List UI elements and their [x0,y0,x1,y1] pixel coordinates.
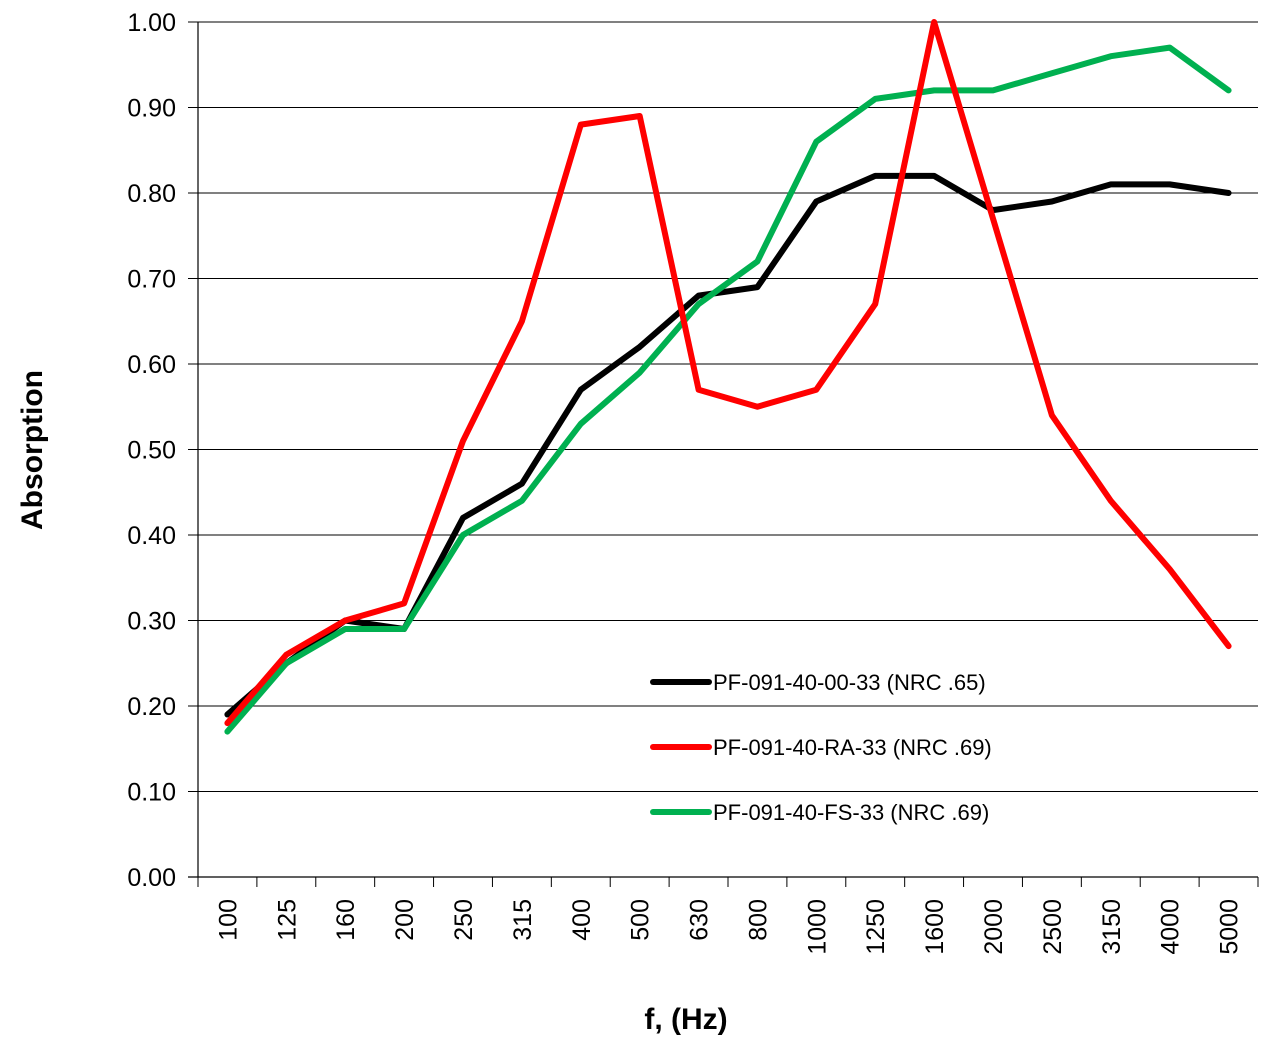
x-tick-label: 3150 [1098,899,1126,955]
series-line-3 [224,44,1232,735]
y-tick-labels: 0.00 0.10 0.20 0.30 0.40 0.50 0.60 0.70 0.80 0.90… [127,9,176,892]
x-tick-label: 2000 [980,899,1008,955]
y-tick-label: 0.20 [127,693,176,721]
y-tick-label: 0.90 [127,95,176,123]
x-tick-label: 630 [686,899,714,941]
legend-label: PF-091-40-RA-33 (NRC .69) [713,735,992,760]
x-tick-label: 315 [509,899,537,941]
x-tick-label: 500 [627,899,655,941]
y-tick-label: 0.60 [127,351,176,379]
series-line-2 [224,19,1232,727]
y-tick-label: 0.00 [127,864,176,892]
x-tick-label: 125 [273,899,301,941]
y-tick-label: 0.80 [127,180,176,208]
series-line-1 [224,172,1232,718]
x-tick-label: 2500 [1039,899,1067,955]
y-tick-label: 0.70 [127,266,176,294]
x-tick-label: 200 [391,899,419,941]
legend-label: PF-091-40-00-33 (NRC .65) [713,670,986,695]
x-tick-label: 160 [332,899,360,941]
x-tick-label: 5000 [1216,899,1244,955]
x-tick-labels: 100 125 160 200 250 315 400 500 630 800 1000 1250 16… [214,899,1243,955]
x-tick-label: 1250 [862,899,890,955]
y-tick-label: 1.00 [127,9,176,37]
x-tick-label: 1600 [921,899,949,955]
x-tick-label: 4000 [1157,899,1185,955]
y-tick-label: 0.10 [127,779,176,807]
x-axis-title: f, (Hz) [644,1003,727,1036]
legend: PF-091-40-00-33 (NRC .65) PF-091-40-RA-33… [650,670,992,825]
legend-label: PF-091-40-FS-33 (NRC .69) [713,800,989,825]
x-tick-label: 800 [744,899,772,941]
y-tick-label: 0.30 [127,608,176,636]
y-tick-label: 0.40 [127,522,176,550]
series-lines [224,19,1232,735]
axes [188,21,1259,887]
x-tick-label: 250 [450,899,478,941]
x-tick-label: 100 [214,899,242,941]
x-tick-label: 1000 [803,899,831,955]
y-tick-label: 0.50 [127,437,176,465]
y-axis-title: Absorption [16,370,49,530]
gridlines [198,21,1258,792]
x-tick-label: 400 [568,899,596,941]
